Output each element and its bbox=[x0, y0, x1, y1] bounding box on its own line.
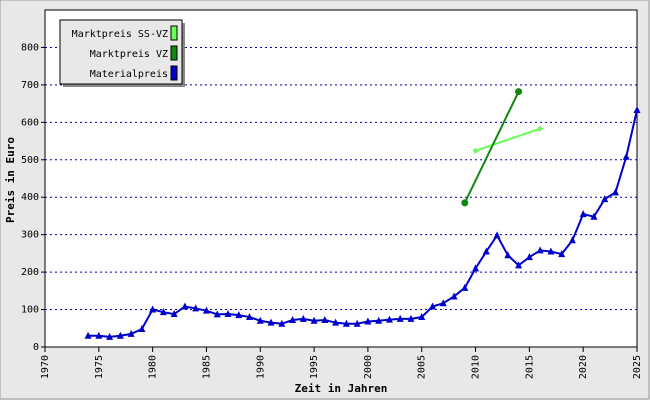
line bbox=[475, 127, 541, 152]
point bbox=[461, 199, 469, 207]
point bbox=[149, 305, 157, 313]
point bbox=[450, 292, 458, 300]
point bbox=[525, 253, 533, 261]
point bbox=[396, 314, 404, 322]
point bbox=[332, 318, 340, 326]
point bbox=[224, 310, 232, 318]
point bbox=[342, 319, 350, 327]
point bbox=[537, 125, 544, 132]
point bbox=[472, 147, 479, 154]
y-tick-label: 500 bbox=[21, 155, 39, 166]
x-axis-label: Zeit in Jahren bbox=[295, 382, 388, 395]
point bbox=[558, 250, 566, 258]
point bbox=[515, 261, 523, 269]
x-tick-label: 2005 bbox=[417, 355, 428, 379]
point bbox=[181, 302, 189, 310]
point bbox=[439, 299, 447, 307]
legend bbox=[59, 19, 183, 85]
point bbox=[633, 105, 641, 113]
point bbox=[192, 304, 200, 312]
x-tick-label: 1975 bbox=[94, 355, 105, 379]
point bbox=[375, 316, 383, 324]
point bbox=[127, 329, 135, 337]
point bbox=[472, 264, 480, 272]
point bbox=[116, 331, 124, 339]
y-tick-label: 800 bbox=[21, 42, 39, 53]
point bbox=[138, 325, 146, 333]
x-tick-label: 1990 bbox=[255, 355, 266, 379]
point bbox=[418, 313, 426, 321]
point bbox=[170, 310, 178, 318]
x-tick-label: 1995 bbox=[309, 355, 320, 379]
point bbox=[289, 316, 297, 324]
point bbox=[504, 251, 512, 259]
point bbox=[310, 316, 318, 324]
point bbox=[202, 306, 210, 314]
point bbox=[611, 188, 619, 196]
point bbox=[321, 316, 329, 324]
point bbox=[579, 210, 587, 218]
y-axis-label: Preis in Euro bbox=[4, 137, 17, 223]
x-tick-label: 2010 bbox=[471, 355, 482, 379]
point bbox=[353, 319, 361, 327]
point bbox=[106, 332, 114, 340]
point bbox=[622, 152, 630, 160]
x-tick-label: 1985 bbox=[201, 355, 212, 379]
y-tick-label: 400 bbox=[21, 192, 39, 203]
y-tick-label: 100 bbox=[21, 305, 39, 316]
point bbox=[590, 212, 598, 220]
point bbox=[267, 318, 275, 326]
y-tick-label: 300 bbox=[21, 230, 39, 241]
point bbox=[385, 315, 393, 323]
x-tick-label: 2020 bbox=[578, 355, 589, 379]
x-tick-label: 1970 bbox=[40, 355, 51, 379]
point bbox=[213, 310, 221, 318]
point bbox=[235, 311, 243, 319]
y-tick-label: 0 bbox=[33, 342, 39, 353]
point bbox=[364, 317, 372, 325]
legend-label: Marktpreis SS-VZ bbox=[72, 29, 168, 40]
legend-label: Materialpreis bbox=[90, 69, 168, 80]
y-tick-label: 600 bbox=[21, 117, 39, 128]
line bbox=[463, 91, 520, 204]
point bbox=[84, 331, 92, 339]
point bbox=[482, 247, 490, 255]
point bbox=[246, 313, 254, 321]
point bbox=[256, 316, 264, 324]
point bbox=[428, 302, 436, 310]
x-tick-label: 2000 bbox=[363, 355, 374, 379]
x-tick-label: 2025 bbox=[632, 355, 643, 379]
point bbox=[299, 314, 307, 322]
point bbox=[568, 236, 576, 244]
point bbox=[601, 195, 609, 203]
point bbox=[95, 331, 103, 339]
point bbox=[536, 246, 544, 254]
point bbox=[547, 247, 555, 255]
legend-swatch bbox=[170, 65, 178, 81]
line bbox=[88, 109, 638, 338]
point bbox=[515, 88, 523, 96]
x-tick-label: 1980 bbox=[148, 355, 159, 379]
y-tick-label: 200 bbox=[21, 267, 39, 278]
point bbox=[278, 319, 286, 327]
y-tick-label: 700 bbox=[21, 80, 39, 91]
legend-label: Marktpreis VZ bbox=[90, 49, 168, 60]
x-tick-label: 2015 bbox=[524, 355, 535, 379]
point bbox=[493, 231, 501, 239]
point bbox=[461, 283, 469, 291]
point bbox=[407, 314, 415, 322]
point bbox=[159, 308, 167, 316]
legend-swatch bbox=[170, 45, 178, 61]
legend-swatch bbox=[170, 25, 178, 41]
